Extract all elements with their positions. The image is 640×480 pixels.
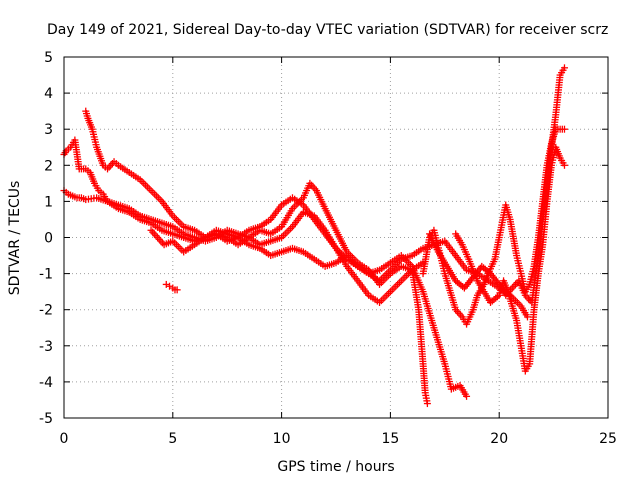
y-tick-label: 2 xyxy=(44,158,53,174)
y-tick-label: -3 xyxy=(39,339,53,355)
y-tick-label: 4 xyxy=(44,86,53,102)
data-point xyxy=(463,392,471,400)
y-axis-label: SDTVAR / TECUs xyxy=(7,181,23,296)
y-tick-label: 1 xyxy=(44,194,53,210)
data-point xyxy=(560,64,568,72)
y-tick-label: -1 xyxy=(39,267,53,283)
data-point xyxy=(560,125,568,133)
axis-ticks: 0 5 10 15 20 25 -5 -4 -3 -2 -1 0 1 2 3 4 5 xyxy=(39,50,617,447)
x-tick-label: 0 xyxy=(60,431,69,447)
series-trace-g xyxy=(426,64,568,306)
x-tick-label: 10 xyxy=(273,431,291,447)
series-trace-h xyxy=(162,280,181,294)
x-tick-label: 25 xyxy=(599,431,617,447)
y-tick-label: 0 xyxy=(44,231,53,247)
gridlines xyxy=(64,57,608,418)
y-tick-label: 3 xyxy=(44,122,53,138)
chart-title: Day 149 of 2021, Sidereal Day-to-day VTE… xyxy=(47,22,608,38)
x-axis-label: GPS time / hours xyxy=(277,459,394,475)
data-point xyxy=(173,286,181,294)
x-tick-label: 20 xyxy=(490,431,508,447)
data-point xyxy=(560,161,568,169)
x-tick-label: 5 xyxy=(168,431,177,447)
data-point xyxy=(523,313,531,321)
y-tick-label: 5 xyxy=(44,50,53,66)
plot-frame xyxy=(63,56,609,419)
x-tick-label: 15 xyxy=(381,431,399,447)
y-tick-label: -2 xyxy=(39,303,53,319)
series-trace-c xyxy=(82,107,471,400)
data-series xyxy=(60,64,568,408)
y-tick-label: -5 xyxy=(39,411,53,427)
y-tick-label: -4 xyxy=(39,375,53,391)
data-point xyxy=(423,400,431,408)
